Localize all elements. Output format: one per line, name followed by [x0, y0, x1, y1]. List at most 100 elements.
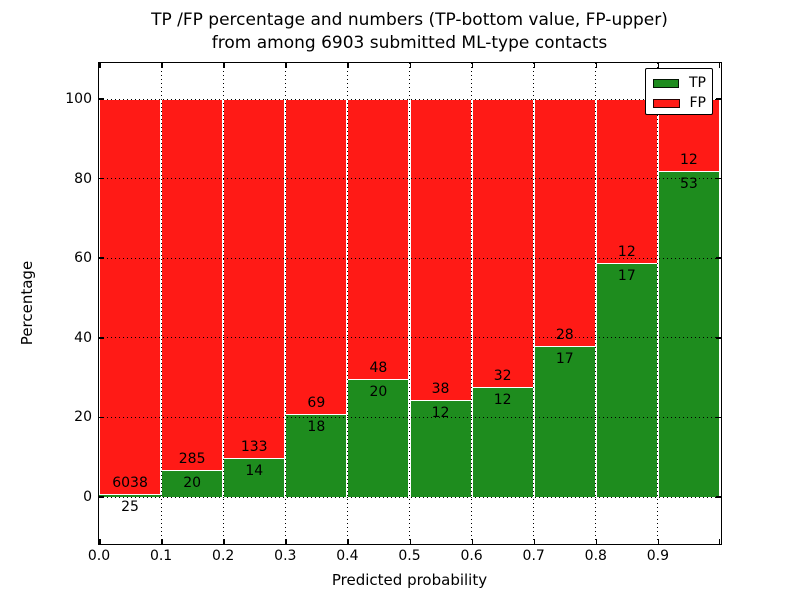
bar-count-label-tp: 18 [307, 418, 326, 435]
gridline-vertical [222, 63, 224, 543]
bar-segment-tp [471, 388, 534, 497]
bar-count-label-fp: 285 [178, 450, 206, 467]
gridline-vertical [284, 63, 286, 543]
y-tick-mark [99, 177, 104, 180]
chart-title-line2: from among 6903 submitted ML-type contac… [211, 33, 608, 53]
x-tick-mark [223, 539, 225, 544]
gridline-vertical [346, 63, 348, 543]
bar-segment-tp [223, 459, 286, 497]
bar-count-label-fp: 133 [240, 439, 268, 456]
bar-segment-fp [471, 99, 534, 389]
gridline-vertical [533, 63, 535, 543]
x-tick-mark-top [533, 63, 536, 68]
bar-count-label-fp: 12 [680, 152, 698, 169]
bar-count-label-fp: 12 [617, 243, 636, 260]
x-tick-mark-top [595, 63, 598, 68]
legend-item-tp: TP [653, 73, 706, 93]
bar-count-label-tp: 12 [431, 405, 450, 422]
x-tick-mark [99, 539, 101, 544]
bar-count-label-tp: 20 [369, 383, 388, 400]
x-tick-mark [718, 539, 720, 544]
gridline-vertical [595, 63, 597, 543]
bar-segment-fp [533, 99, 596, 347]
bar-count-label-tp: 17 [617, 267, 636, 284]
legend-swatch-tp [653, 78, 679, 88]
bar-segment-fp [595, 99, 658, 264]
legend: TP FP [645, 68, 713, 115]
y-tick-label: 20 [74, 409, 92, 426]
y-tick-mark [99, 416, 104, 419]
bar-count-label-fp: 48 [369, 359, 388, 376]
bar-segment-fp [285, 99, 348, 415]
x-tick-label: 0.3 [274, 548, 297, 564]
legend-item-fp: FP [653, 93, 706, 113]
x-tick-label: 0.7 [522, 548, 545, 564]
x-tick-mark-top [285, 63, 287, 68]
y-tick-label: 40 [74, 329, 92, 346]
x-tick-mark-top [471, 63, 474, 68]
bar-segment-tp [657, 172, 720, 497]
x-tick-label: 0.4 [336, 548, 359, 564]
bar-count-label-tp: 12 [493, 392, 512, 409]
x-tick-label: 0.2 [212, 548, 235, 564]
x-tick-label: 0.8 [584, 548, 607, 564]
bar-count-label-fp: 32 [493, 368, 512, 385]
legend-label-tp: TP [689, 75, 706, 91]
x-tick-mark [533, 539, 536, 544]
x-tick-label: 0.0 [87, 548, 111, 564]
gridline-vertical [471, 63, 473, 543]
x-axis-label: Predicted probability [331, 571, 488, 589]
x-tick-mark-top [99, 63, 101, 68]
bar-segment-tp [595, 263, 658, 497]
y-tick-label: 60 [74, 250, 92, 267]
bar-segment-tp [99, 495, 162, 497]
x-tick-mark-top [657, 63, 660, 68]
x-tick-mark [161, 539, 163, 544]
x-tick-mark-top [718, 63, 720, 68]
x-tick-mark [347, 539, 349, 544]
bar-segment-tp [347, 379, 410, 497]
y-tick-mark-right [716, 337, 721, 339]
y-tick-mark-right [716, 496, 721, 498]
bar-count-label-tp: 20 [183, 474, 202, 491]
bar-count-label-fp: 6038 [112, 475, 148, 492]
x-tick-mark-top [161, 63, 163, 68]
x-tick-mark [471, 539, 474, 544]
bar-count-label-tp: 25 [121, 499, 139, 516]
y-tick-mark [99, 257, 104, 259]
bar-count-label-tp: 53 [680, 176, 698, 193]
y-tick-mark [99, 337, 104, 339]
bar-segment-fp [99, 99, 162, 496]
plot-area: 6038 25 285 20 133 14 69 18 48 20 38 12 32 12 28 17 12 17… [98, 62, 722, 545]
y-tick-label: 0 [83, 489, 92, 505]
x-tick-mark [409, 539, 411, 544]
bar-count-label-fp: 38 [431, 381, 450, 398]
x-tick-label: 0.5 [398, 548, 421, 564]
x-tick-label: 0.9 [646, 548, 670, 564]
x-tick-mark [657, 539, 660, 544]
bar-count-label-fp: 28 [555, 326, 574, 343]
bar-count-label-tp: 17 [555, 350, 574, 367]
y-tick-mark-right [716, 177, 721, 180]
bar-segment-tp [285, 414, 348, 497]
bar-count-label-fp: 69 [307, 394, 326, 411]
x-tick-mark-top [347, 63, 349, 68]
x-tick-mark-top [409, 63, 411, 68]
y-tick-mark-right [716, 257, 721, 259]
bar-segment-fp [409, 99, 472, 402]
bar-segment-tp [161, 470, 224, 497]
x-tick-mark [595, 539, 598, 544]
x-tick-mark [285, 539, 287, 544]
x-tick-mark-top [223, 63, 225, 68]
bar-segment-tp [533, 346, 596, 497]
bar-segment-fp [161, 99, 224, 471]
x-tick-label: 0.1 [149, 548, 173, 564]
gridline-vertical [409, 63, 410, 543]
x-tick-label: 0.6 [460, 548, 483, 564]
y-tick-label: 100 [65, 91, 92, 107]
gridline-vertical [160, 63, 162, 543]
bar-count-label-tp: 14 [245, 463, 264, 480]
gridline-vertical [657, 63, 659, 543]
legend-swatch-fp [653, 98, 680, 108]
